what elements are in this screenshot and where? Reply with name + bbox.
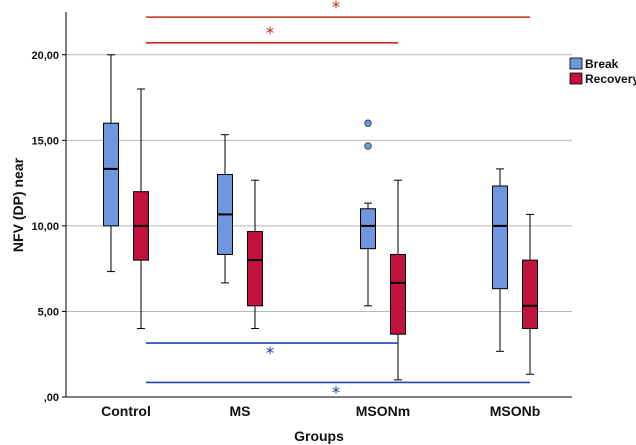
significance-annotations: * * * *	[146, 0, 530, 403]
box-recovery-msonm	[390, 179, 406, 381]
box-iqr	[360, 208, 376, 250]
x-tick-label: Control	[101, 403, 151, 419]
gridlines	[66, 54, 572, 312]
y-tick-label: 20,00	[31, 50, 59, 62]
outlier-point	[364, 142, 372, 150]
significance-star: *	[266, 24, 275, 44]
box-recovery-ms	[247, 179, 263, 330]
legend-swatch-break	[569, 57, 583, 70]
y-axis-title: NFV (DP) near	[10, 157, 26, 252]
x-axis-title: Groups	[294, 428, 344, 444]
y-tick-labels: ,00 5,00 10,00 15,00 20,00	[31, 50, 66, 404]
y-tick-label: 15,00	[31, 135, 59, 147]
significance-star: *	[332, 0, 341, 18]
box-break-ms	[217, 134, 233, 284]
legend-label-break: Break	[585, 57, 619, 71]
box-iqr	[492, 185, 508, 290]
legend-label-recovery: Recovery	[585, 72, 636, 86]
significance-star: *	[266, 344, 275, 364]
box-iqr	[247, 231, 263, 307]
x-tick-label: MS	[230, 403, 251, 419]
outlier-point	[364, 119, 372, 127]
box-break-msonm	[360, 119, 376, 307]
y-tick-label: 5,00	[38, 306, 59, 318]
significance-star: *	[332, 383, 341, 403]
box-iqr	[103, 122, 119, 227]
plot-background	[66, 12, 572, 397]
legend-swatch-recovery	[569, 72, 583, 85]
box-recovery-control	[133, 88, 149, 330]
box-iqr	[390, 253, 406, 335]
box-break-msonb	[492, 168, 508, 352]
box-break-control	[103, 54, 119, 273]
x-tick-label: MSONb	[490, 403, 541, 419]
box-iqr	[522, 259, 538, 330]
box-series	[103, 54, 538, 381]
x-tick-label: MSONm	[356, 403, 410, 419]
y-tick-label: ,00	[44, 392, 59, 404]
y-tick-label: 10,00	[31, 221, 59, 233]
box-recovery-msonb	[522, 213, 538, 375]
x-tick-labels: Control MS MSONm MSONb	[101, 403, 540, 419]
